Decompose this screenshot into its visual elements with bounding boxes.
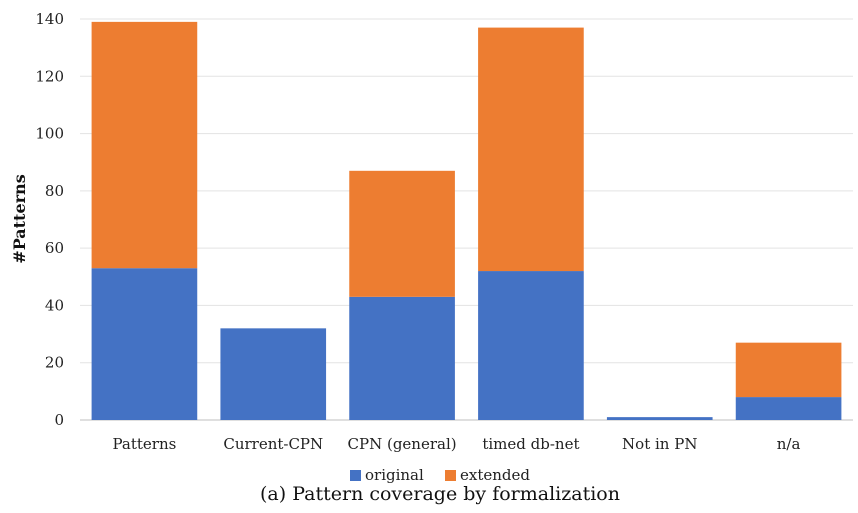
bar-original-0 [91, 268, 198, 420]
y-tick-label: 60 [45, 239, 64, 257]
y-axis-label: #Patterns [10, 174, 29, 263]
chart-caption: (a) Pattern coverage by formalization [260, 483, 620, 505]
y-tick-label: 20 [45, 354, 64, 372]
gridlines [80, 18, 853, 421]
bar-original-3 [478, 271, 584, 420]
x-tick-label: Current-CPN [223, 435, 323, 453]
x-tick-label: Patterns [113, 435, 177, 453]
bar-extended-0 [91, 21, 198, 269]
legend-label-original: original [365, 466, 424, 484]
x-axis-ticks: Patterns Current-CPN CPN (general) timed db… [113, 435, 801, 453]
bar-original-1 [220, 328, 327, 420]
x-tick-label: CPN (general) [348, 435, 457, 453]
bar-extended-3 [478, 27, 584, 272]
y-tick-label: 0 [54, 411, 64, 429]
y-axis-ticks: 0 20 40 60 80 100 120 140 [35, 10, 64, 429]
y-tick-label: 80 [45, 182, 64, 200]
y-tick-label: 100 [35, 125, 64, 143]
legend-swatch-original [350, 470, 361, 481]
bar-original-5 [735, 397, 842, 420]
y-tick-label: 40 [45, 296, 64, 314]
bars [91, 21, 842, 420]
y-tick-label: 140 [35, 10, 64, 28]
bar-extended-2 [349, 170, 455, 297]
bar-extended-5 [735, 342, 842, 398]
x-tick-label: Not in PN [622, 435, 697, 453]
x-tick-label: n/a [777, 435, 801, 453]
legend: original extended [350, 466, 530, 484]
y-tick-label: 120 [35, 67, 64, 85]
legend-swatch-extended [445, 470, 456, 481]
legend-label-extended: extended [460, 466, 530, 484]
x-tick-label: timed db-net [482, 435, 579, 453]
bar-original-4 [606, 417, 713, 420]
bar-original-2 [349, 296, 455, 420]
